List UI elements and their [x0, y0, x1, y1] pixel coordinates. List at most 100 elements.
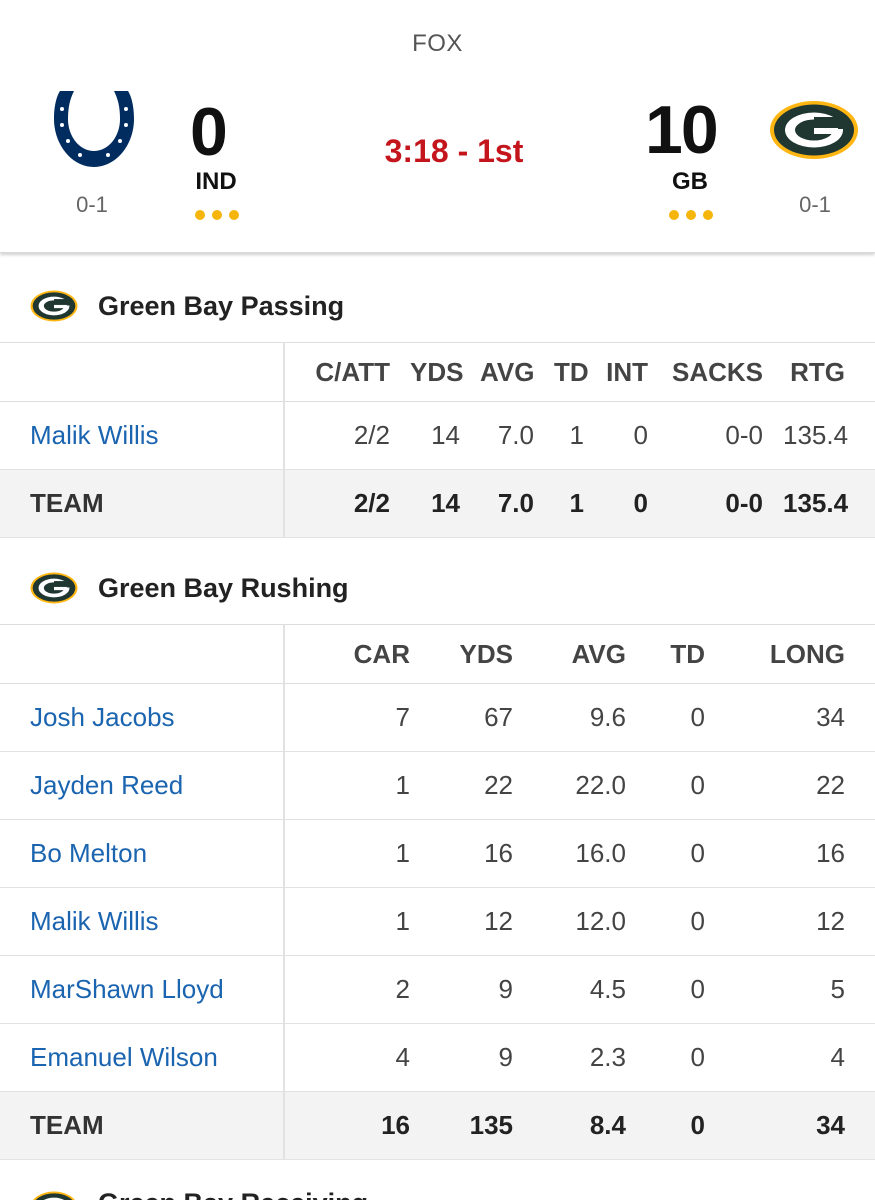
table-row: Malik Willis 1 12 12.0 0 12 — [0, 887, 875, 956]
game-clock: 3:18 - 1st — [384, 133, 524, 169]
stat-cell: 135.4 — [773, 469, 875, 538]
stat-cell: 0-0 — [658, 401, 773, 470]
player-name-cell: Jayden Reed — [0, 751, 285, 820]
stat-cell: 1 — [284, 819, 420, 888]
stat-cell: 12 — [715, 887, 875, 956]
stat-cell: 2/2 — [284, 469, 400, 538]
player-link[interactable]: Jayden Reed — [30, 770, 184, 800]
timeout-dot — [686, 210, 696, 220]
player-link[interactable]: Emanuel Wilson — [30, 1042, 218, 1072]
name-column-header — [0, 342, 285, 402]
name-column-header — [0, 624, 285, 684]
column-header[interactable]: SACKS — [658, 342, 773, 402]
stat-cell: 2 — [284, 955, 420, 1024]
stat-cell: 0 — [636, 955, 715, 1024]
away-timeouts — [195, 210, 239, 220]
colts-horseshoe-icon[interactable] — [50, 85, 138, 178]
section-title: Green Bay Rushing — [98, 572, 349, 603]
stat-cell: 16 — [420, 819, 523, 888]
passing-section-header: Green Bay Passing — [0, 266, 875, 346]
stat-cell: 16 — [715, 819, 875, 888]
team-label: TEAM — [0, 1091, 285, 1160]
table-header-row: CAR YDS AVG TD LONG — [0, 624, 875, 684]
timeout-dot — [212, 210, 222, 220]
stat-cell: 34 — [715, 683, 875, 752]
team-total-row: TEAM 2/2 14 7.0 1 0 0-0 135.4 — [0, 469, 875, 538]
stat-cell: 135 — [420, 1091, 523, 1160]
away-score: 0 — [190, 94, 228, 170]
stat-cell: 0 — [636, 819, 715, 888]
broadcast-network: FOX — [412, 30, 463, 57]
stat-cell: 16 — [284, 1091, 420, 1160]
table-row: Emanuel Wilson 4 9 2.3 0 4 — [0, 1023, 875, 1092]
table-row: Malik Willis 2/2 14 7.0 1 0 0-0 135.4 — [0, 401, 875, 470]
player-link[interactable]: Malik Willis — [30, 420, 159, 450]
player-link[interactable]: Josh Jacobs — [30, 702, 175, 732]
stat-cell: 14 — [400, 401, 470, 470]
column-header[interactable]: AVG — [523, 624, 636, 684]
stat-cell: 135.4 — [773, 401, 875, 470]
table-row: MarShawn Lloyd 2 9 4.5 0 5 — [0, 955, 875, 1024]
packers-g-icon — [30, 572, 78, 604]
home-score: 10 — [645, 92, 719, 168]
receiving-section-header: Green Bay Receiving — [0, 1170, 875, 1200]
timeout-dot — [229, 210, 239, 220]
stat-cell: 5 — [715, 955, 875, 1024]
stat-cell: 2/2 — [284, 401, 400, 470]
stat-cell: 22.0 — [523, 751, 636, 820]
column-header[interactable]: AVG — [470, 342, 544, 402]
home-team-abbr[interactable]: GB — [672, 168, 708, 195]
column-header[interactable]: RTG — [773, 342, 875, 402]
player-name-cell: Malik Willis — [0, 887, 285, 956]
stat-cell: 9 — [420, 1023, 523, 1092]
packers-g-icon — [30, 290, 78, 322]
player-link[interactable]: MarShawn Lloyd — [30, 974, 224, 1004]
column-header[interactable]: LONG — [715, 624, 875, 684]
stat-cell: 1 — [544, 469, 594, 538]
stat-cell: 22 — [420, 751, 523, 820]
away-record: 0-1 — [76, 192, 108, 217]
player-name-cell: Emanuel Wilson — [0, 1023, 285, 1092]
stat-cell: 1 — [284, 887, 420, 956]
stat-cell: 0 — [636, 751, 715, 820]
stat-cell: 4 — [284, 1023, 420, 1092]
timeout-dot — [703, 210, 713, 220]
column-header[interactable]: C/ATT — [284, 342, 400, 402]
stat-cell: 0 — [636, 1023, 715, 1092]
column-header[interactable]: INT — [594, 342, 658, 402]
stat-cell: 0 — [636, 683, 715, 752]
section-title: Green Bay Receiving — [98, 1188, 368, 1200]
stat-cell: 0 — [636, 887, 715, 956]
home-record: 0-1 — [799, 192, 831, 217]
player-link[interactable]: Malik Willis — [30, 906, 159, 936]
section-title: Green Bay Passing — [98, 290, 345, 321]
stat-cell: 12 — [420, 887, 523, 956]
scoreboard: FOX 0-1 0 IND 3:18 - 1st 10 GB — [0, 0, 875, 253]
team-total-row: TEAM 16 135 8.4 0 34 — [0, 1091, 875, 1160]
stat-cell: 7 — [284, 683, 420, 752]
stat-cell: 4 — [715, 1023, 875, 1092]
packers-g-icon[interactable] — [769, 100, 859, 165]
column-header[interactable]: YDS — [400, 342, 470, 402]
player-name-cell: Malik Willis — [0, 401, 285, 470]
timeout-dot — [669, 210, 679, 220]
player-name-cell: MarShawn Lloyd — [0, 955, 285, 1024]
column-header[interactable]: CAR — [284, 624, 420, 684]
stat-cell: 1 — [544, 401, 594, 470]
stat-cell: 9.6 — [523, 683, 636, 752]
timeout-dot — [195, 210, 205, 220]
stat-cell: 7.0 — [470, 469, 544, 538]
player-name-cell: Josh Jacobs — [0, 683, 285, 752]
stat-cell: 0-0 — [658, 469, 773, 538]
team-label: TEAM — [0, 469, 285, 538]
stat-cell: 7.0 — [470, 401, 544, 470]
player-link[interactable]: Bo Melton — [30, 838, 148, 868]
column-header[interactable]: TD — [636, 624, 715, 684]
column-header[interactable]: YDS — [420, 624, 523, 684]
stat-cell: 16.0 — [523, 819, 636, 888]
stat-cell: 1 — [284, 751, 420, 820]
away-team-abbr[interactable]: IND — [195, 168, 237, 195]
stat-cell: 2.3 — [523, 1023, 636, 1092]
column-header[interactable]: TD — [544, 342, 594, 402]
stat-cell: 0 — [594, 469, 658, 538]
